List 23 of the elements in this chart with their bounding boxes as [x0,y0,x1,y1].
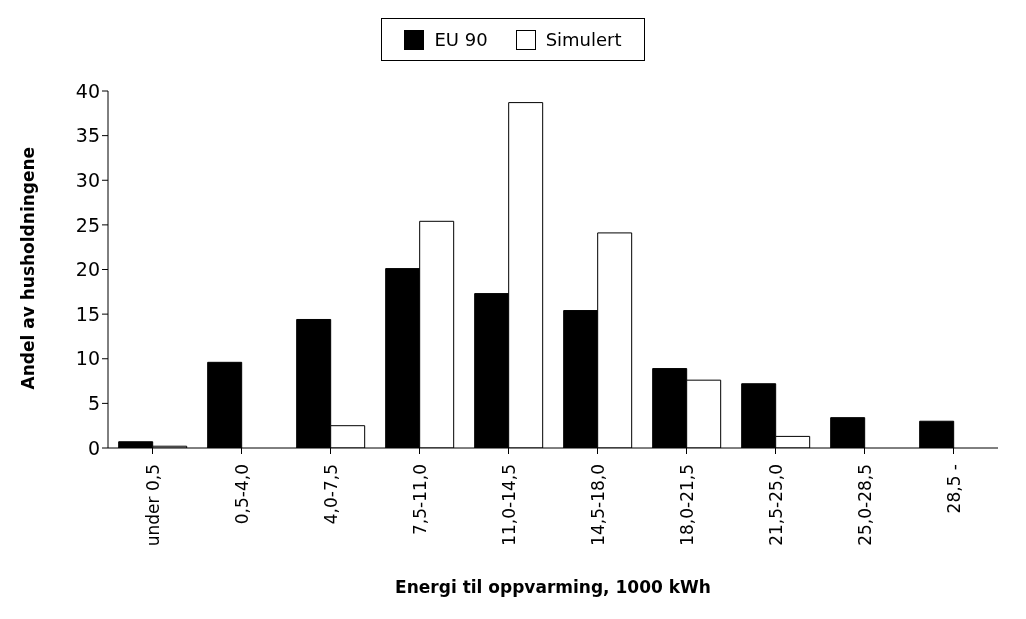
y-tick-label: 35 [75,124,100,147]
legend-label: EU 90 [433,29,488,50]
y-tick-label: 25 [75,213,100,236]
y-axis-title: Andel av husholdningene [18,146,39,390]
y-tick-label: 10 [75,347,100,370]
y-tick-label: 0 [87,436,100,459]
x-tick-label: under 0,5 [142,464,163,547]
x-tick-label: 0,5-4,0 [231,464,252,525]
x-tick-label: 28,5 - [943,464,964,514]
legend-label: Simulert [544,29,622,50]
y-tick-label: 30 [75,168,100,191]
x-tick-label: 25,0-28,5 [854,464,875,546]
x-tick-label: 7,5-11,0 [409,464,430,536]
y-tick-label: 5 [87,392,100,415]
y-tick-label: 15 [75,302,100,325]
y-tick-label: 40 [75,79,100,102]
x-axis-title: Energi til oppvarming, 1000 kWh [395,577,711,597]
x-tick-label: 21,5-25,0 [765,464,786,546]
x-tick-label: 18,0-21,5 [676,464,697,546]
x-tick-label: 4,0-7,5 [320,464,341,525]
x-tick-label: 11,0-14,5 [498,464,519,546]
x-tick-label: 14,5-18,0 [587,464,608,546]
y-tick-label: 20 [75,258,100,281]
